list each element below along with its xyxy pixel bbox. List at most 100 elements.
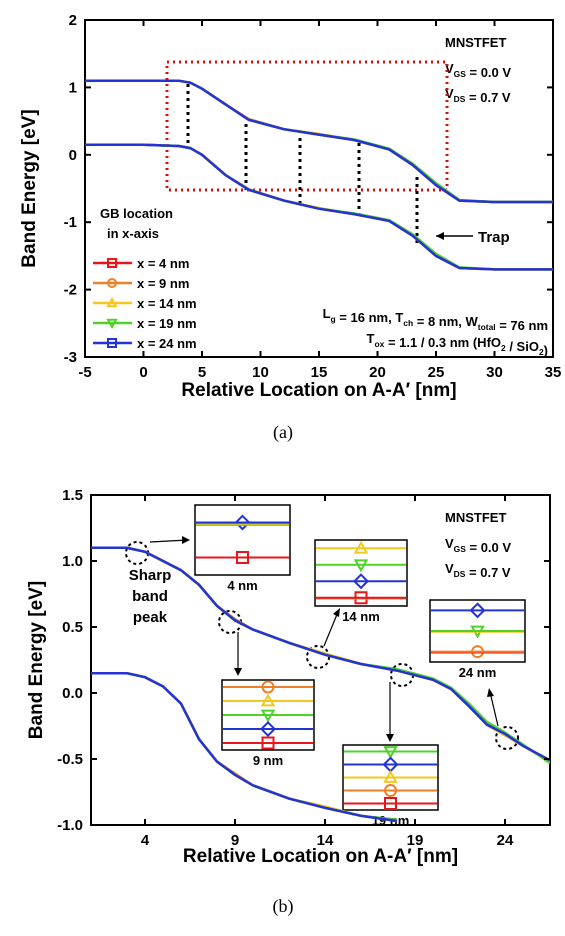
pointer (323, 611, 339, 647)
legend-title: GB location (100, 206, 173, 221)
text-part: = 8 nm, (413, 314, 465, 329)
x-axis-label: Relative Location on A-A′ [nm] (181, 380, 456, 401)
caption: (b) (273, 896, 294, 917)
arrow-head (386, 734, 394, 742)
plot-lines (85, 79, 553, 271)
x-tick-label: 15 (311, 364, 328, 381)
legend-label: x = 24 nm (137, 336, 197, 351)
param-label: Tox = 1.1 / 0.3 nm (HfO2 / SiO2) (367, 331, 548, 358)
text-part: GS (454, 544, 467, 554)
pointer (149, 539, 189, 543)
arrow-head (182, 536, 190, 544)
x-tick-label: 0 (139, 364, 147, 381)
y-tick-label: -0.5 (57, 751, 83, 768)
y-tick-label: -1 (64, 214, 77, 231)
text-part: ox (374, 339, 384, 349)
text-part: T (367, 331, 375, 346)
text-part: total (478, 322, 496, 332)
y-tick-label: 2 (69, 12, 77, 29)
bias-label: VDS = 0.7 V (445, 561, 511, 580)
x-tick-label: 25 (428, 364, 445, 381)
arrow-head (234, 668, 242, 676)
bias-label: VDS = 0.7 V (445, 86, 511, 105)
band-line (91, 671, 398, 823)
text-part: = 1.1 / 0.3 nm (HfO (384, 335, 501, 350)
y-tick-label: 1.0 (62, 553, 83, 570)
text-part: V (445, 561, 454, 576)
x-tick-label: 14 (317, 832, 334, 849)
legend-label: x = 9 nm (137, 276, 189, 291)
y-axis-label: Band Energy [eV] (19, 109, 40, 267)
inset-label: 14 nm (342, 609, 380, 624)
text-part: / SiO (506, 339, 539, 354)
text-part: ) (544, 343, 548, 358)
pointer (489, 691, 499, 727)
peak-label: Sharp (129, 567, 172, 584)
y-tick-label: 0 (69, 147, 77, 164)
text-part: = 0.0 V (466, 65, 511, 80)
y-tick-label: 1 (69, 79, 77, 96)
pointer-heads (182, 536, 494, 742)
callout-circle (495, 726, 519, 750)
band-line (91, 546, 550, 762)
bias-label: VGS = 0.0 V (445, 536, 511, 555)
text-part: = 0.0 V (466, 540, 511, 555)
legend-label: x = 14 nm (137, 296, 197, 311)
pointers (149, 539, 499, 738)
param-label: Lg = 16 nm, Tch = 8 nm, Wtotal = 76 nm (323, 306, 548, 333)
text-part: W (466, 314, 479, 329)
arrow-head (333, 608, 340, 617)
text-part: GS (454, 69, 467, 79)
text-part: = 0.7 V (465, 565, 510, 580)
x-tick-label: 4 (141, 832, 150, 849)
text-part: = 76 nm (496, 318, 548, 333)
x-tick-label: 20 (369, 364, 386, 381)
y-tick-label: 0.5 (62, 619, 83, 636)
text-part: V (445, 536, 454, 551)
y-tick-label: -3 (64, 349, 77, 366)
x-tick-label: 9 (231, 832, 239, 849)
peak-label: peak (133, 609, 168, 626)
arrow-head (487, 688, 494, 697)
x-tick-label: 19 (407, 832, 424, 849)
text-part: V (445, 61, 454, 76)
bias-label: VGS = 0.0 V (445, 61, 511, 80)
x-tick-label: 24 (497, 832, 514, 849)
text-part: V (445, 86, 454, 101)
x-tick-label: 35 (545, 364, 562, 381)
text-part: ch (403, 318, 413, 328)
caption: (a) (273, 422, 293, 443)
plot-lines (91, 546, 550, 823)
text-part: g (331, 314, 336, 324)
arrow-head (436, 232, 444, 240)
trap-markers (186, 84, 419, 244)
plot-frame (90, 494, 551, 826)
x-tick-label: 30 (486, 364, 503, 381)
text-part: 2 (501, 343, 506, 353)
device-label: MNSTFET (445, 35, 506, 50)
y-tick-label: 1.5 (62, 487, 83, 504)
band-line (85, 79, 553, 204)
x-tick-label: 5 (198, 364, 206, 381)
device-label: MNSTFET (445, 510, 506, 525)
x-tick-label: -5 (78, 364, 91, 381)
text-part: DS (454, 569, 466, 579)
y-axis-label: Band Energy [eV] (26, 581, 47, 739)
inset-label: 4 nm (227, 578, 257, 593)
text-part: T (395, 310, 403, 325)
trap-label: Trap (478, 229, 510, 246)
legend-label: x = 4 nm (137, 256, 189, 271)
legend-label: x = 19 nm (137, 316, 197, 331)
legend-title: in x-axis (107, 226, 159, 241)
peak-label: band (132, 588, 168, 605)
text-part: 2 (539, 347, 544, 357)
band-line (85, 143, 553, 271)
y-tick-label: -1.0 (57, 817, 83, 834)
text-part: DS (454, 94, 466, 104)
text-part: = 16 nm, (336, 310, 396, 325)
region-box (165, 60, 449, 192)
text-part: L (323, 306, 331, 321)
inset-label: 24 nm (459, 665, 497, 680)
y-tick-label: -2 (64, 282, 77, 299)
